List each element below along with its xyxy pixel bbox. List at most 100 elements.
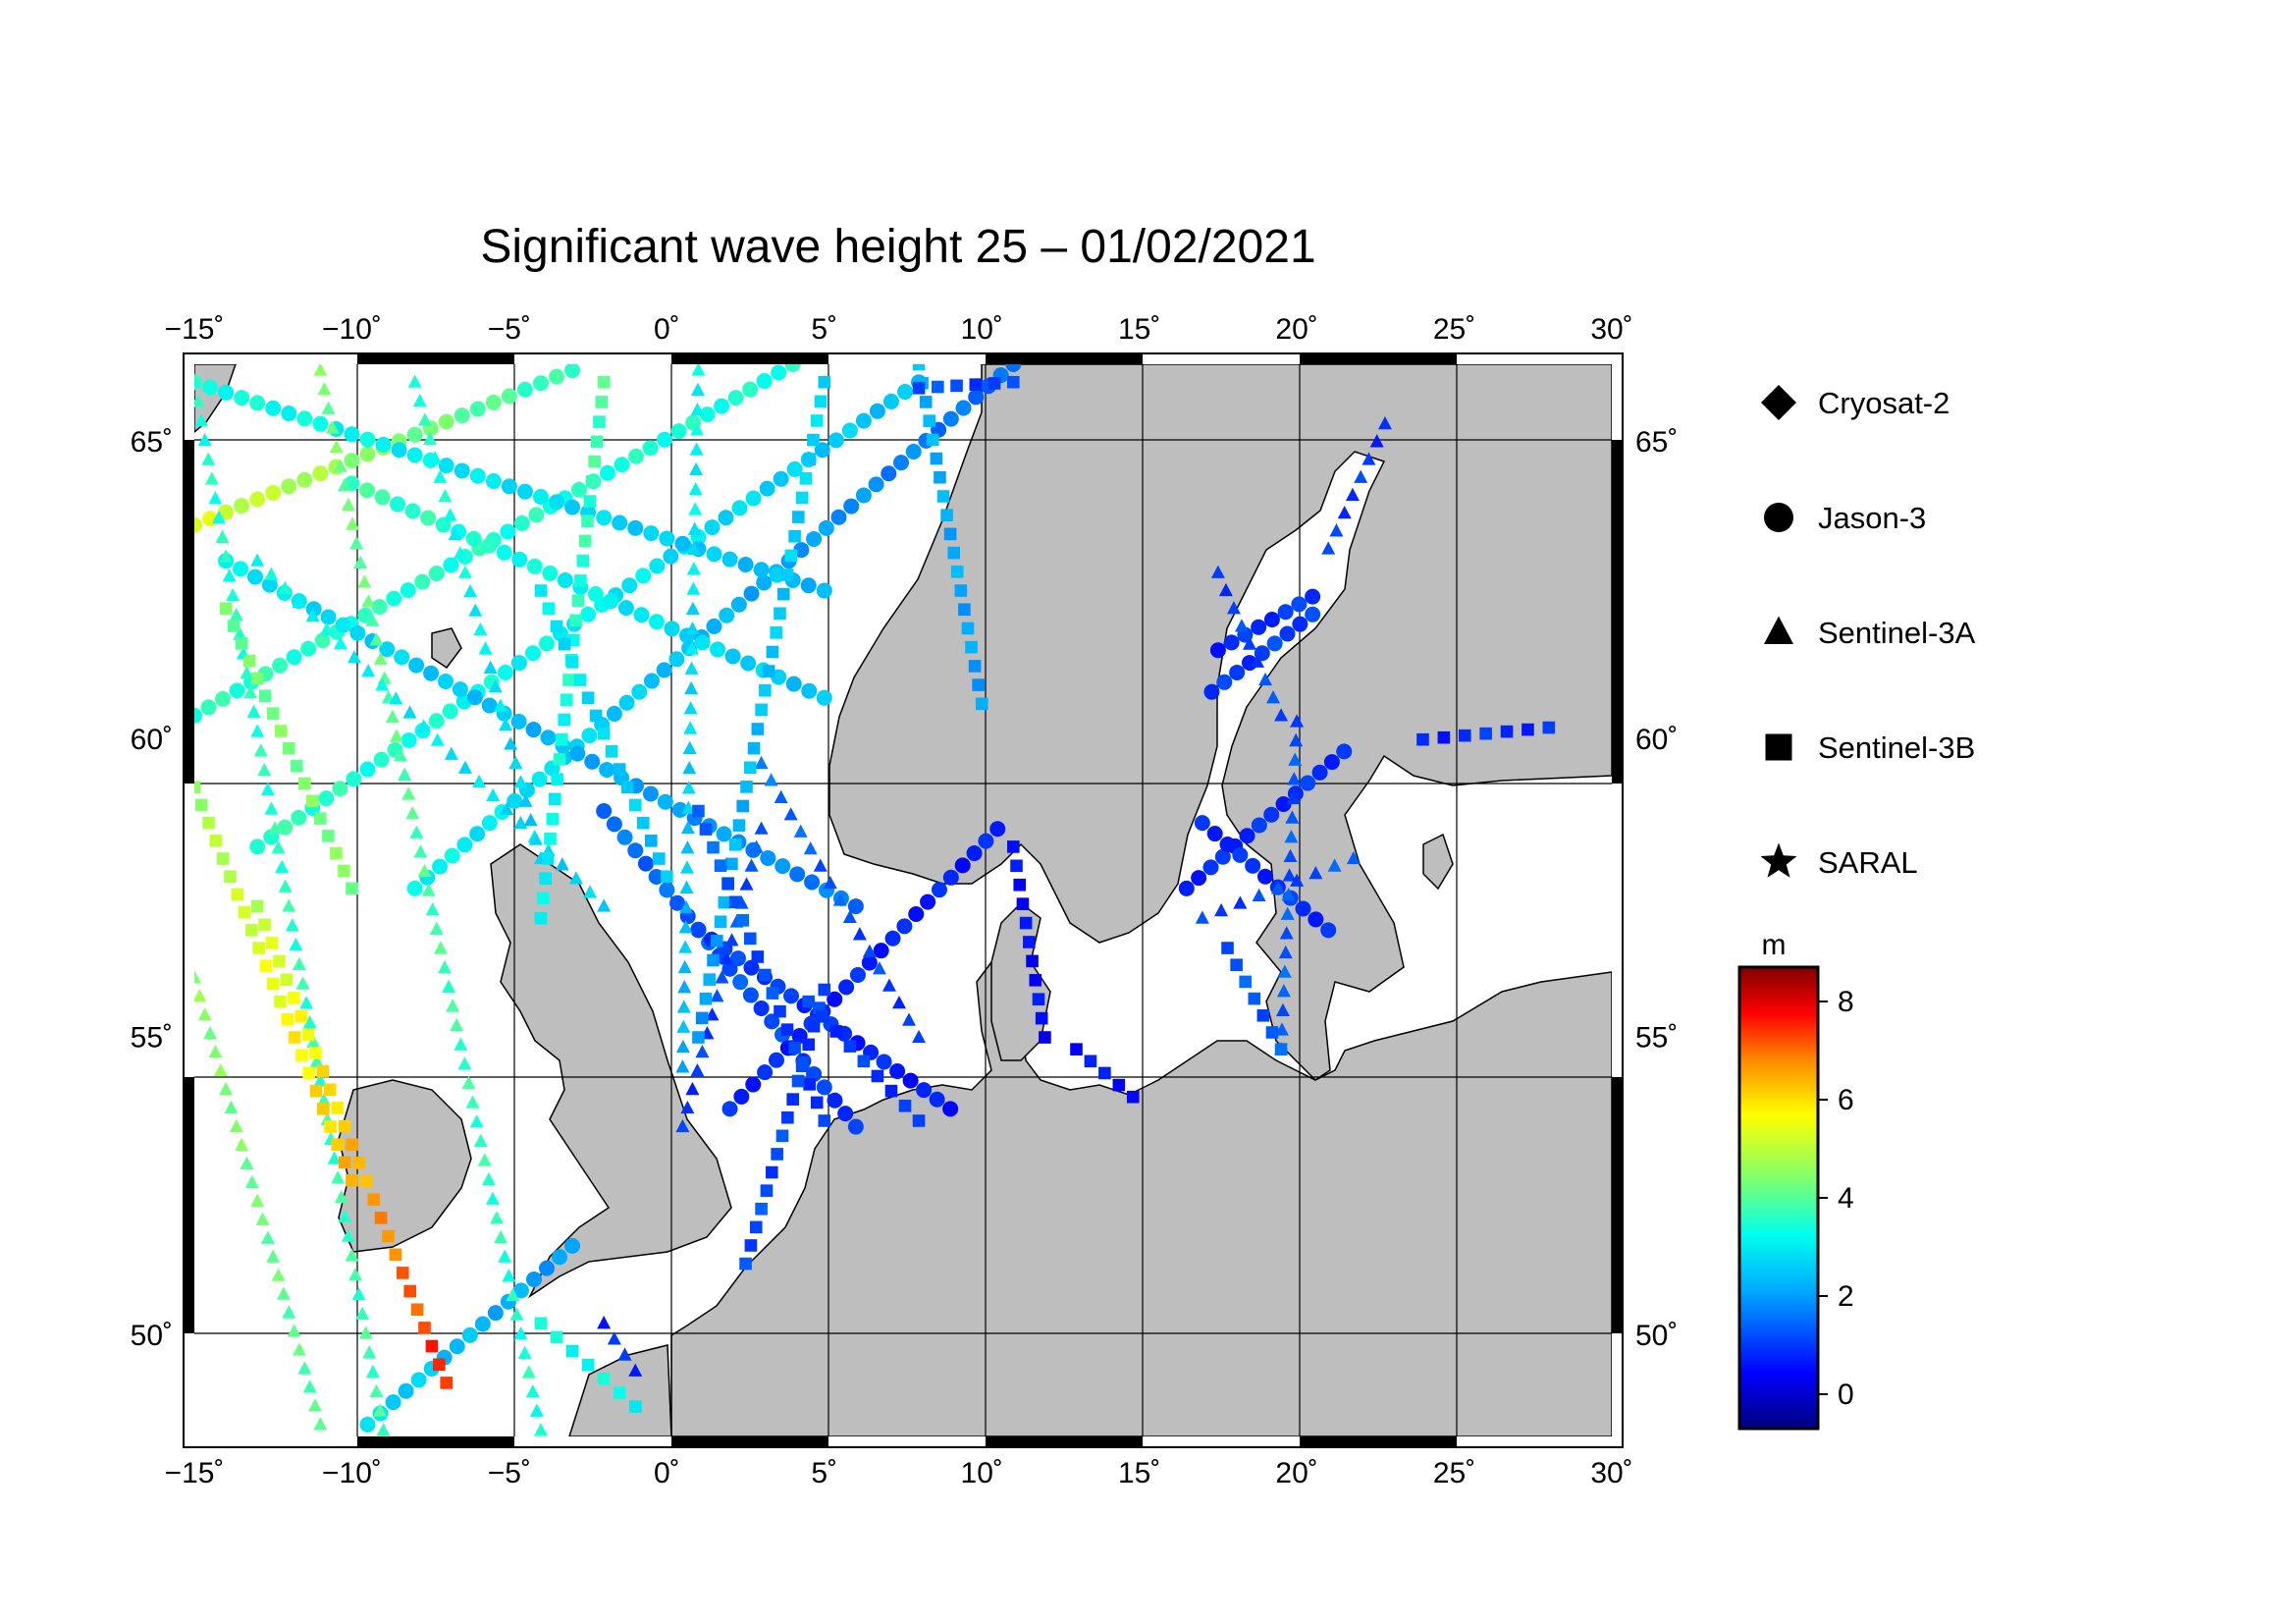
track-triangle-point — [1276, 984, 1291, 998]
track-circle-point — [512, 1282, 529, 1299]
track-square-point — [755, 1202, 768, 1216]
track-circle-point — [344, 453, 360, 469]
track-triangle-point — [472, 774, 487, 787]
track-square-point — [743, 761, 757, 775]
track-circle-point — [318, 790, 335, 807]
track-triangle-point — [1290, 873, 1305, 887]
colorbar-tick-label: 8 — [1838, 986, 1854, 1018]
lon-tick-label: −10˚ — [322, 1457, 382, 1489]
track-circle-point — [1300, 775, 1316, 791]
track-triangle-point — [1218, 582, 1233, 597]
lat-tick-label: 65˚ — [1635, 426, 1678, 459]
track-circle-point — [753, 1000, 770, 1016]
track-square-point — [290, 759, 303, 773]
lon-tick-label: 15˚ — [1118, 1457, 1160, 1489]
track-triangle-point — [678, 940, 693, 953]
track-circle-point — [481, 697, 498, 714]
track-circle-point — [648, 614, 665, 630]
track-circle-point — [580, 606, 597, 622]
track-triangle-point — [430, 732, 445, 746]
track-square-point — [807, 433, 820, 447]
track-triangle-point — [832, 893, 847, 906]
track-circle-point — [408, 657, 425, 674]
track-triangle-point — [680, 820, 695, 835]
lon-tick-label: 20˚ — [1275, 313, 1317, 346]
track-triangle-point — [341, 497, 355, 512]
track-circle-point — [1223, 634, 1240, 651]
lon-tick-label: 0˚ — [654, 313, 680, 346]
track-square-point — [927, 433, 939, 447]
track-square-point — [562, 674, 575, 686]
track-triangle-point — [250, 1193, 265, 1207]
track-circle-point — [526, 558, 543, 574]
track-square-point — [534, 584, 548, 597]
track-triangle-point — [1346, 850, 1361, 865]
track-triangle-point — [295, 976, 310, 990]
track-triangle-point — [477, 1153, 492, 1166]
track-circle-point — [1295, 900, 1311, 917]
track-square-point — [565, 656, 579, 669]
track-triangle-point — [1226, 601, 1241, 615]
track-circle-point — [929, 1091, 945, 1108]
track-triangle-point — [401, 786, 416, 800]
track-circle-point — [954, 857, 971, 874]
track-square-point — [331, 1138, 345, 1152]
track-triangle-point — [529, 1403, 544, 1417]
track-circle-point — [745, 490, 762, 507]
track-square-point — [367, 1193, 380, 1207]
track-triangle-point — [229, 1118, 243, 1133]
track-square-point — [781, 1110, 794, 1124]
track-square-point — [576, 554, 590, 568]
track-square-point — [807, 1019, 821, 1033]
track-square-point — [245, 924, 258, 937]
track-square-point — [795, 491, 809, 505]
lon-tick-label: 10˚ — [961, 1457, 1003, 1489]
lat-labels-right: 50˚ 55˚ 60˚ 65˚ — [1635, 426, 1678, 1352]
track-circle-point — [773, 470, 789, 487]
track-square-point — [258, 689, 272, 703]
lat-tick-label: 60˚ — [1635, 724, 1678, 756]
track-triangle-point — [317, 382, 332, 396]
track-square-point — [597, 375, 611, 389]
track-circle-point — [202, 379, 219, 396]
track-triangle-point — [321, 401, 336, 414]
track-circle-point — [931, 882, 947, 898]
track-square-point — [316, 1064, 330, 1078]
track-triangle-point — [243, 684, 258, 699]
track-square-point — [565, 1344, 579, 1358]
track-circle-point — [359, 446, 376, 462]
track-square-point — [628, 798, 642, 812]
track-circle-point — [1203, 683, 1220, 700]
track-square-point — [309, 1084, 323, 1098]
track-square-point — [620, 781, 634, 794]
track-square-point — [736, 914, 750, 927]
track-square-point — [765, 1165, 778, 1179]
track-triangle-point — [417, 412, 432, 426]
track-triangle-point — [1287, 772, 1302, 785]
track-circle-point — [806, 1065, 823, 1082]
track-square-point — [871, 1069, 884, 1083]
track-triangle-point — [353, 555, 368, 569]
track-circle-point — [614, 457, 630, 473]
track-triangle-point — [341, 1228, 355, 1242]
track-circle-point — [443, 557, 459, 573]
track-square-point — [732, 819, 746, 832]
track-circle-point — [793, 542, 810, 559]
track-square-point — [751, 950, 765, 963]
track-triangle-point — [333, 459, 347, 472]
track-triangle-point — [194, 413, 209, 427]
track-square-point — [692, 1031, 705, 1044]
track-circle-point — [406, 426, 423, 443]
track-triangle-point — [429, 921, 444, 936]
track-circle-point — [485, 394, 502, 410]
track-triangle-point — [457, 1056, 472, 1070]
colorbar-tick-label: 0 — [1838, 1379, 1854, 1411]
track-triangle-point — [684, 680, 699, 695]
track-circle-point — [786, 460, 803, 477]
track-square-point — [235, 637, 248, 650]
track-circle-point — [501, 478, 517, 495]
satellite-tracks — [194, 364, 1556, 1436]
track-circle-point — [261, 576, 278, 593]
track-square-point — [323, 1083, 337, 1097]
track-square-point — [912, 364, 926, 371]
